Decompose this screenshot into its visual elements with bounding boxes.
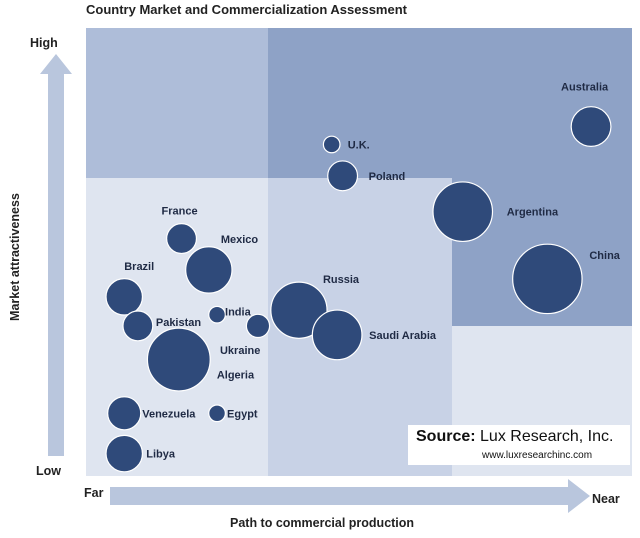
chart-title: Country Market and Commercialization Ass… bbox=[86, 2, 407, 17]
label-ukraine: Ukraine bbox=[220, 345, 260, 357]
bubble-argentina bbox=[432, 181, 494, 243]
label-saudi-arabia: Saudi Arabia bbox=[369, 330, 437, 342]
y-axis-high-label: High bbox=[30, 36, 58, 50]
label-china: China bbox=[589, 250, 620, 262]
bubble-australia bbox=[570, 106, 612, 148]
bubble-india bbox=[208, 305, 226, 324]
label-mexico: Mexico bbox=[221, 234, 259, 246]
bubble-u-k- bbox=[322, 135, 341, 154]
bubble-saudi-arabia bbox=[311, 309, 363, 361]
label-australia: Australia bbox=[561, 82, 609, 94]
bubble-france bbox=[166, 223, 198, 255]
bubble-libya bbox=[105, 434, 144, 473]
bubble-pakistan bbox=[122, 310, 154, 342]
label-india: India bbox=[225, 307, 252, 319]
source-label: Source: bbox=[416, 428, 476, 445]
label-russia: Russia bbox=[323, 274, 360, 286]
label-u-k-: U.K. bbox=[348, 139, 370, 151]
bubble-brazil bbox=[105, 277, 144, 316]
axis-arrows bbox=[40, 54, 590, 513]
label-libya: Libya bbox=[146, 449, 176, 461]
source-line: Source: Lux Research, Inc. bbox=[416, 428, 613, 446]
label-argentina: Argentina bbox=[507, 207, 559, 219]
label-poland: Poland bbox=[369, 171, 406, 183]
y-axis-arrow bbox=[40, 54, 72, 456]
y-axis-title: Market attractiveness bbox=[8, 193, 22, 321]
chart-point-labels: Australia U.K. Poland Argentina China France M… bbox=[124, 82, 621, 461]
label-france: France bbox=[162, 206, 198, 218]
label-egypt: Egypt bbox=[227, 408, 258, 420]
source-url: www.luxresearchinc.com bbox=[482, 450, 593, 461]
bubble-ukraine bbox=[245, 313, 271, 339]
bubble-algeria bbox=[146, 327, 211, 392]
bubble-egypt bbox=[208, 404, 226, 423]
source-org: Lux Research, Inc. bbox=[480, 428, 614, 445]
bubble-venezuela bbox=[107, 396, 142, 431]
bubble-china bbox=[512, 243, 583, 315]
label-brazil: Brazil bbox=[124, 261, 154, 273]
bubble-mexico bbox=[185, 246, 233, 294]
y-axis-low-label: Low bbox=[36, 464, 61, 478]
label-pakistan: Pakistan bbox=[156, 317, 202, 329]
bubble-poland bbox=[327, 160, 359, 192]
label-algeria: Algeria bbox=[217, 370, 255, 382]
x-axis-title: Path to commercial production bbox=[230, 516, 415, 530]
label-venezuela: Venezuela bbox=[142, 408, 196, 420]
x-axis-near-label: Near bbox=[592, 492, 620, 506]
chart-bubbles bbox=[105, 106, 612, 473]
x-axis-far-label: Far bbox=[84, 486, 104, 500]
x-axis-arrow bbox=[110, 479, 590, 513]
bubble-russia bbox=[270, 281, 328, 339]
source-box: Source: Lux Research, Inc. www.luxresear… bbox=[408, 425, 630, 465]
